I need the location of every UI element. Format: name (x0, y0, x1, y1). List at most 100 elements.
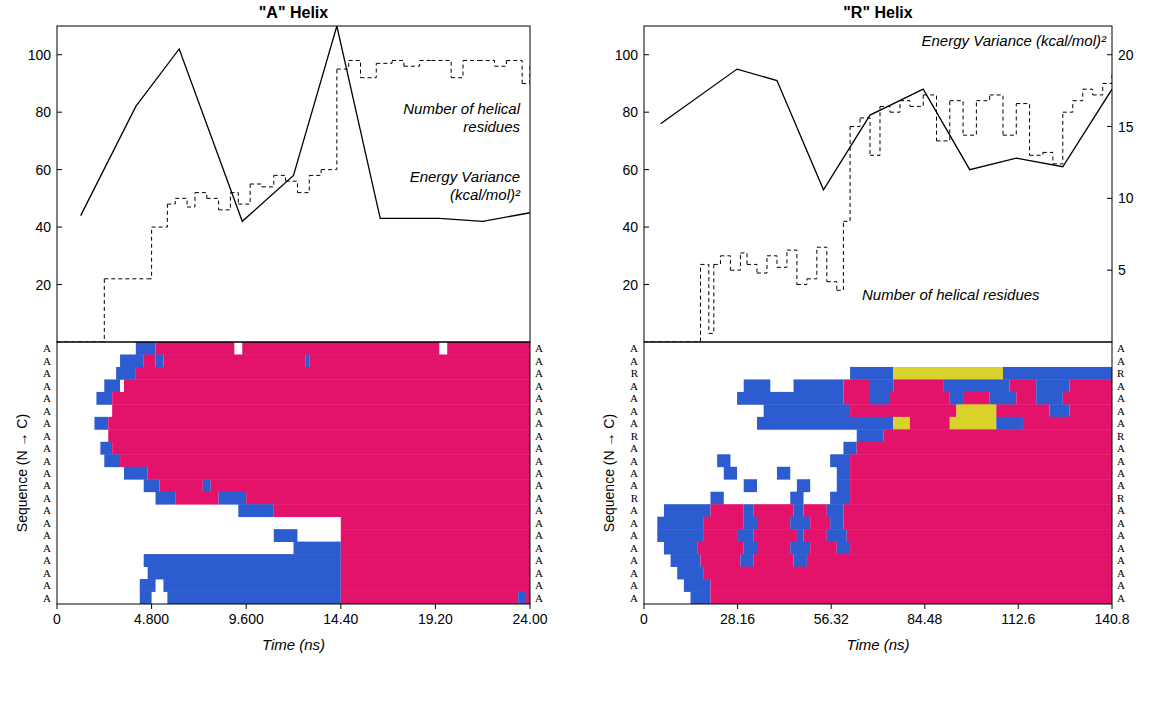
step-segment (890, 101, 900, 112)
heat-cell (120, 354, 144, 367)
heat-cell (94, 417, 108, 430)
heat-cell (156, 354, 164, 367)
heat-cell (341, 542, 530, 555)
step-segment (431, 60, 451, 77)
heat-cell (140, 592, 152, 604)
heat-cell (757, 417, 893, 430)
y-tick-label: 40 (35, 219, 51, 235)
heat-cell (754, 529, 797, 542)
sequence-label: A (43, 504, 51, 516)
sequence-label: A (630, 554, 638, 566)
x-tick (340, 604, 341, 609)
heat-cell (341, 529, 530, 542)
heat-cell (990, 392, 1017, 405)
heat-cell (843, 392, 870, 405)
heat-cell (697, 542, 744, 555)
heatmap-frame (57, 342, 530, 604)
heat-cell (870, 392, 890, 405)
y-tick (644, 169, 649, 170)
heat-cell (96, 392, 112, 405)
heat-cell (156, 342, 235, 355)
heat-cell (737, 392, 843, 405)
heat-cell (850, 367, 893, 380)
sequence-label: A (43, 579, 51, 591)
annotation-line: Energy Variance (kcal/mol)² (921, 32, 1107, 49)
sequence-label: R (1117, 430, 1125, 442)
heat-cell (124, 467, 148, 480)
heat-cell (163, 579, 340, 592)
sequence-label: A (43, 355, 51, 367)
heat-cell (740, 554, 753, 567)
step-segment (1003, 104, 1016, 136)
step-segment (870, 106, 880, 155)
heat-cell (857, 442, 1112, 455)
heat-cell (341, 579, 530, 592)
heat-cell (850, 542, 1112, 555)
step-segment (451, 60, 463, 77)
heat-cell (850, 492, 1112, 505)
step-segment (297, 175, 309, 192)
step-segment (522, 63, 530, 83)
step-segment (817, 247, 827, 281)
x-tick (435, 604, 436, 609)
heat-cell (943, 379, 1009, 392)
heat-cell (148, 567, 341, 580)
step-segment (1016, 104, 1029, 156)
y-tick (57, 54, 62, 55)
sequence-label: A (535, 592, 543, 604)
step-segment (807, 247, 817, 279)
step-segment (730, 253, 740, 270)
heat-cell (797, 479, 810, 492)
x-tick-label: 56.32 (814, 611, 849, 627)
heat-cell (309, 354, 530, 367)
heat-cell (850, 454, 1112, 467)
heat-cell (777, 467, 790, 480)
step-segment (376, 60, 392, 63)
step-segment (361, 63, 377, 77)
heat-cell (1036, 379, 1069, 392)
series-group (57, 26, 530, 342)
heat-cell (116, 367, 136, 380)
sequence-label: A (43, 342, 51, 354)
sequence-label: A (1117, 567, 1125, 579)
x-tick-label: 24.00 (512, 611, 547, 627)
heat-cell (526, 592, 530, 604)
heat-cell (691, 592, 711, 604)
step-segment (860, 118, 870, 155)
sequence-label: A (43, 517, 51, 529)
heat-cell (1010, 379, 1037, 392)
sequence-label: A (1117, 380, 1125, 392)
heat-cell (794, 554, 807, 567)
step-segment (1083, 89, 1093, 95)
x-tick-label: 28.16 (720, 611, 755, 627)
y-tick (644, 227, 649, 228)
sequence-label: A (630, 542, 638, 554)
heat-cell (1069, 404, 1112, 417)
step-segment (910, 95, 923, 106)
step-segment (787, 250, 797, 284)
sequence-label: A (535, 367, 543, 379)
heat-cell (837, 467, 850, 480)
heat-cell (305, 354, 309, 367)
heat-cell (950, 417, 997, 430)
sequence-label: A (535, 380, 543, 392)
y2-tick-label: 5 (1118, 262, 1126, 278)
heat-cell (830, 517, 843, 530)
sequence-label: A (1117, 504, 1125, 516)
y-tick (57, 284, 62, 285)
heat-cell (657, 517, 704, 530)
heat-cell (794, 504, 804, 517)
heat-cell (744, 479, 757, 492)
heat-cell (744, 542, 757, 555)
step-segment (100, 279, 104, 342)
sequence-label: A (535, 492, 543, 504)
heat-cell (677, 567, 704, 580)
step-segment (1093, 83, 1103, 94)
heat-cell (757, 542, 790, 555)
heat-cell (710, 592, 1112, 604)
sequence-label: A (1117, 442, 1125, 454)
x-tick (530, 604, 531, 609)
y-tick-label: 20 (35, 277, 51, 293)
sequence-label: A (1117, 467, 1125, 479)
sequence-label: R (1117, 492, 1125, 504)
